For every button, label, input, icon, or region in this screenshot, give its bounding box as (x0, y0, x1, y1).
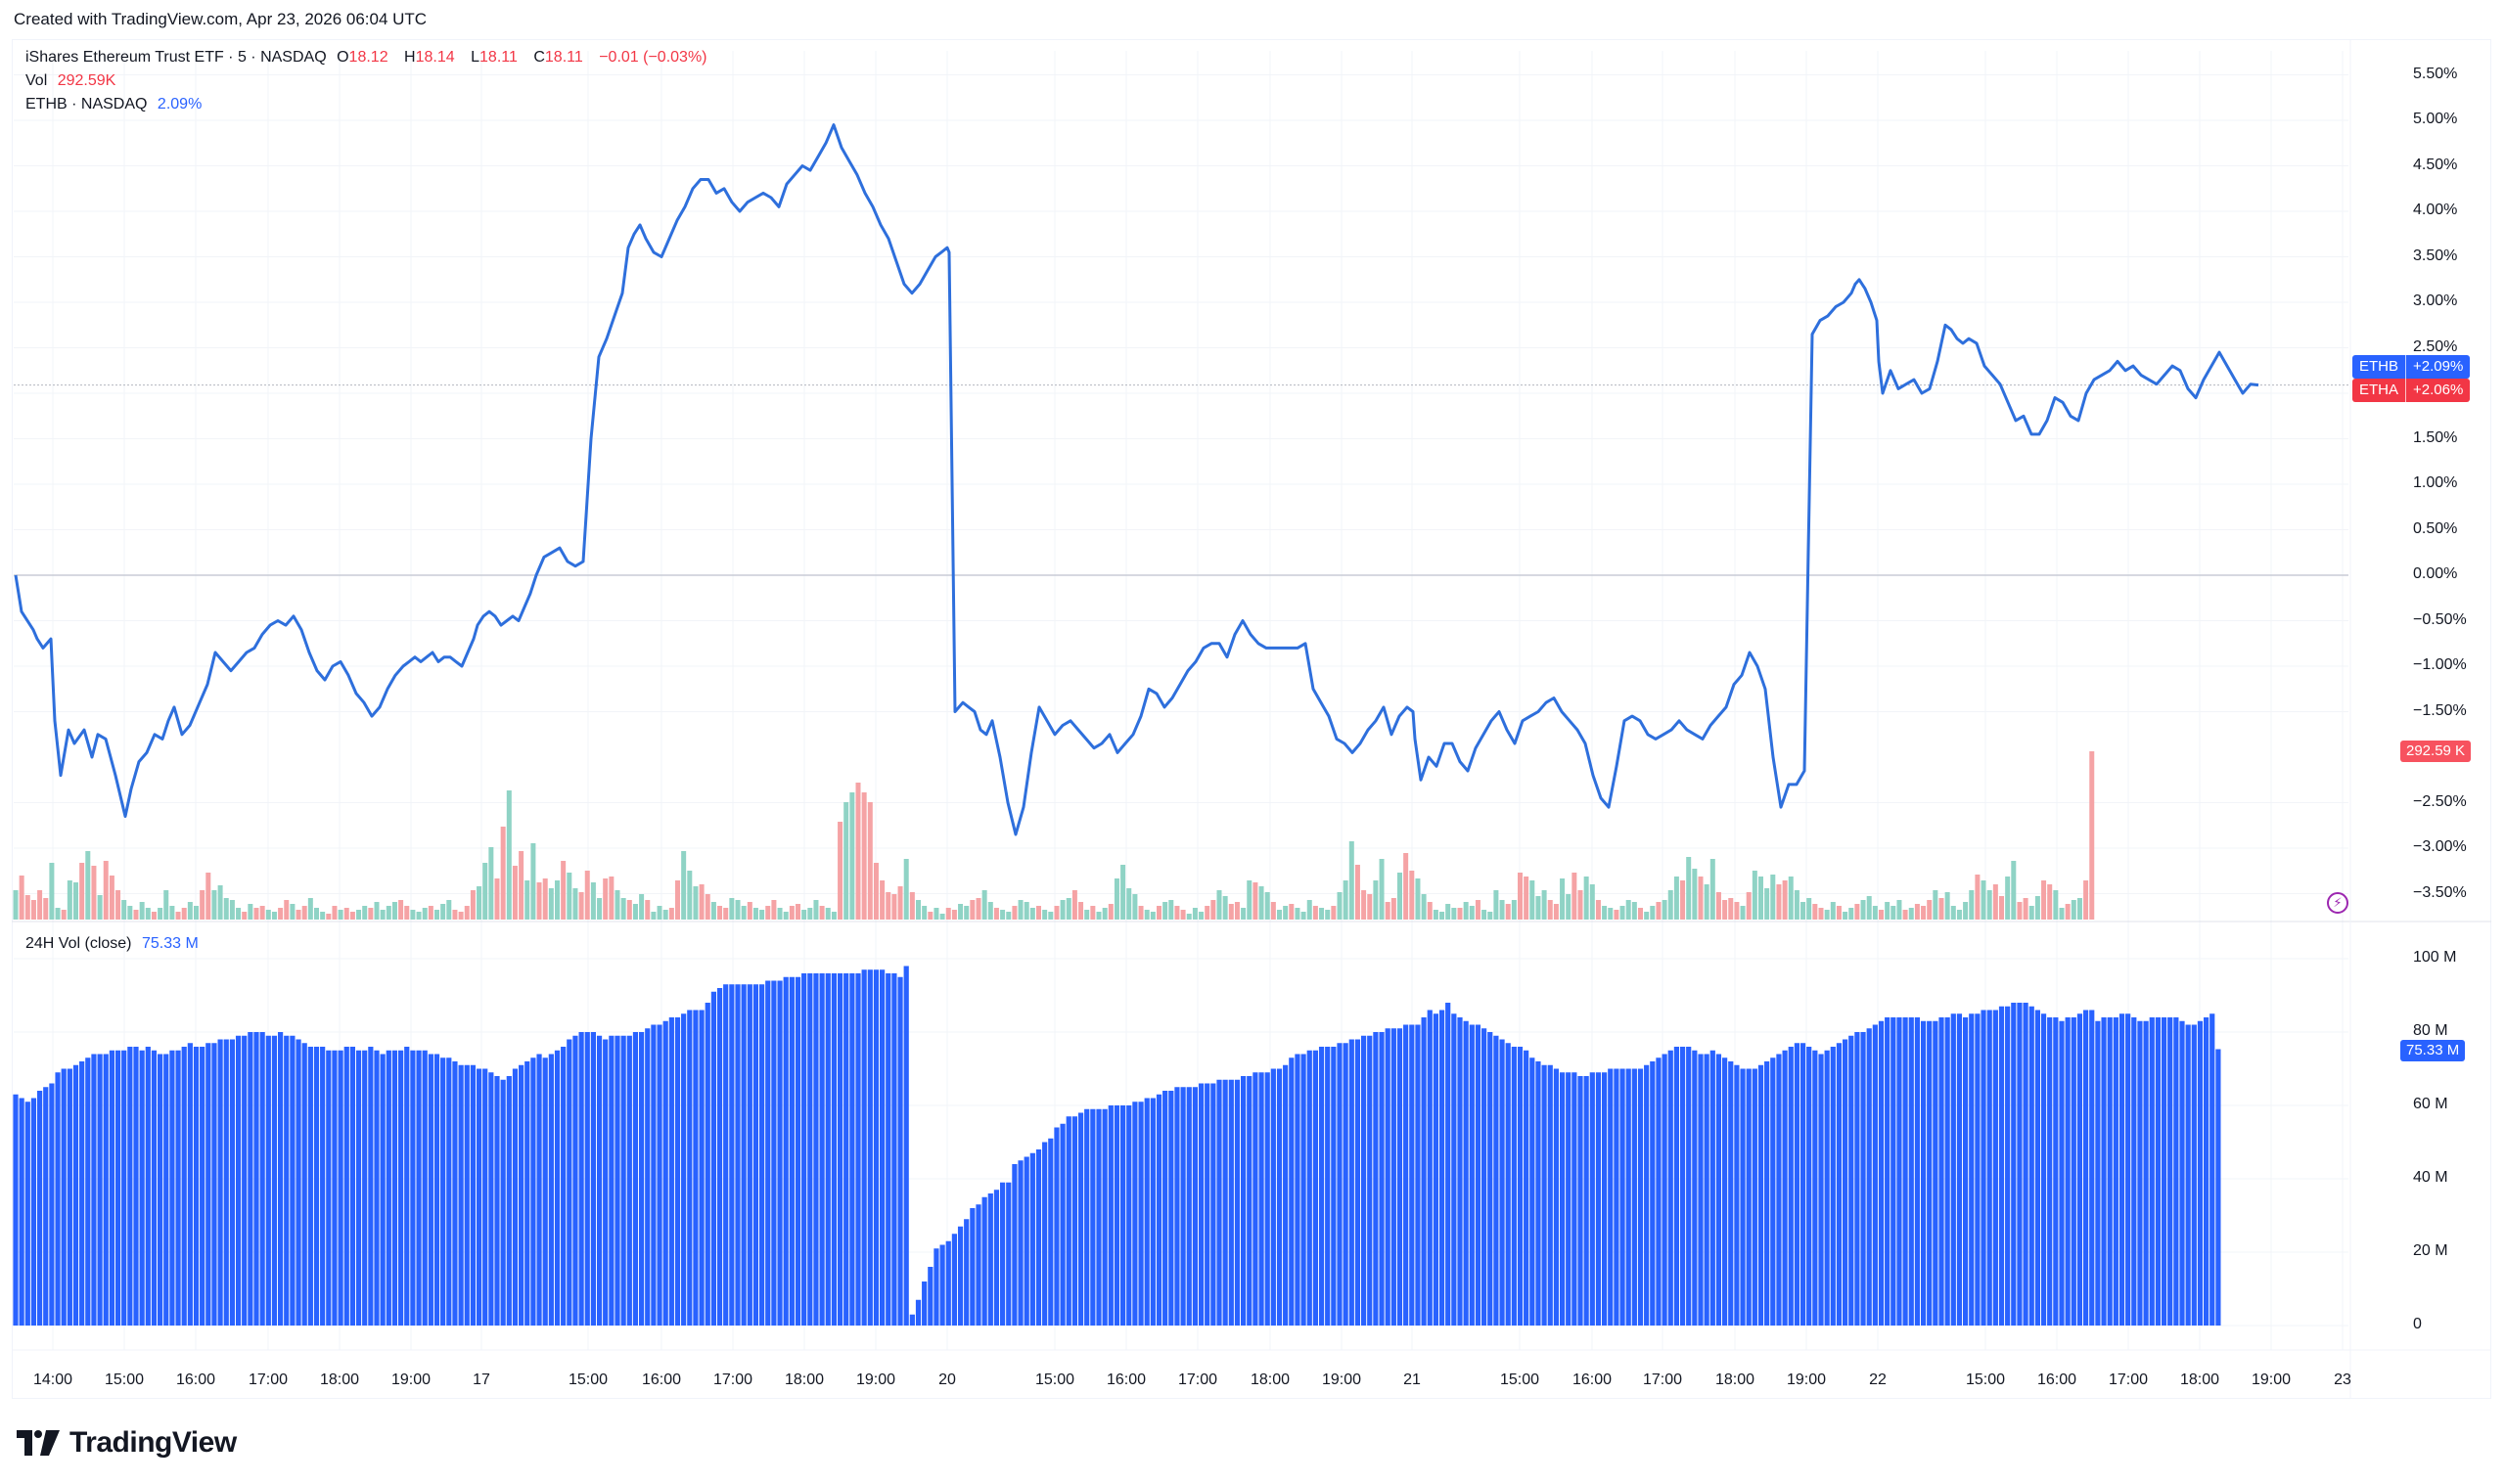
lower-pane-legend: 24H Vol (close) 75.33 M (25, 935, 205, 953)
volume-value: 292.59K (57, 72, 116, 89)
time-axis-tick: 18:00 (784, 1372, 825, 1388)
tradingview-logo-icon (17, 1430, 60, 1456)
price-axis-tick: −2.50% (2413, 792, 2467, 810)
time-axis-tick: 20 (938, 1372, 956, 1388)
indicator-label[interactable]: 24H Vol (close) (25, 935, 132, 952)
time-axis-tick: 16:00 (2036, 1372, 2077, 1388)
close-label: C (533, 49, 545, 66)
symbol-title[interactable]: iShares Ethereum Trust ETF · 5 · NASDAQ (25, 49, 327, 66)
price-axis-tick: −3.50% (2413, 883, 2467, 901)
volume-label[interactable]: Vol (25, 72, 48, 89)
time-axis-tick: 19:00 (1321, 1372, 1362, 1388)
time-axis-tick: 23 (2334, 1372, 2351, 1388)
compare-legend: ETHB · NASDAQ 2.09% (25, 96, 207, 113)
time-axis-tick: 16:00 (1571, 1372, 1613, 1388)
time-axis-tick: 17:00 (1177, 1372, 1218, 1388)
time-axis-tick: 16:00 (1106, 1372, 1147, 1388)
time-axis-tick: 17:00 (1642, 1372, 1683, 1388)
price-axis-tick: 4.00% (2413, 202, 2458, 218)
price-axis-tick: 4.50% (2413, 156, 2458, 173)
compare-symbol-label[interactable]: ETHB · NASDAQ (25, 96, 148, 112)
compare-value: 2.09% (157, 96, 203, 112)
price-axis-tick: 0.50% (2413, 519, 2458, 537)
created-with-caption: Created with TradingView.com, Apr 23, 20… (14, 10, 428, 28)
high-label: H (404, 49, 416, 66)
lower-axis-tick: 0 (2413, 1316, 2422, 1332)
price-axis-tick: 5.00% (2413, 111, 2458, 127)
ethb-tag-value: +2.09% (2413, 358, 2464, 375)
low-value: 18.11 (479, 49, 518, 66)
price-axis-tick: 5.50% (2413, 65, 2458, 82)
lightning-icon[interactable]: ⚡ (2327, 892, 2348, 914)
lower-axis-tick: 60 M (2413, 1096, 2448, 1112)
time-axis-tick: 16:00 (175, 1372, 216, 1388)
price-axis-tick: −0.50% (2413, 610, 2467, 628)
open-label: O (337, 49, 349, 66)
ethb-price-tag: ETHB +2.09% (2352, 355, 2471, 379)
time-axis-tick: 21 (1403, 1372, 1421, 1388)
low-label: L (471, 49, 480, 66)
lower-axis-tick: 80 M (2413, 1022, 2448, 1039)
volume-legend: Vol 292.59K (25, 72, 121, 90)
etha-tag-value: +2.06% (2413, 382, 2464, 398)
time-axis-tick: 18:00 (1250, 1372, 1291, 1388)
time-axis-tick: 17:00 (2108, 1372, 2149, 1388)
time-axis-tick: 17:00 (712, 1372, 753, 1388)
vol24-tag: 75.33 M (2400, 1040, 2466, 1061)
time-axis-tick: 16:00 (641, 1372, 682, 1388)
time-axis-tick: 17:00 (248, 1372, 289, 1388)
etha-price-tag: ETHA +2.06% (2352, 379, 2471, 402)
chart-frame (12, 39, 2491, 1399)
indicator-value: 75.33 M (141, 935, 199, 952)
price-axis-tick: −3.00% (2413, 838, 2467, 855)
time-axis-tick: 15:00 (568, 1372, 609, 1388)
time-axis-tick: 18:00 (1714, 1372, 1755, 1388)
lower-axis-tick: 40 M (2413, 1169, 2448, 1186)
tradingview-wordmark: TradingView (69, 1426, 237, 1459)
time-axis-tick: 17 (473, 1372, 490, 1388)
time-axis-tick: 18:00 (319, 1372, 360, 1388)
price-axis-tick: 2.50% (2413, 337, 2458, 355)
time-axis-tick: 15:00 (1034, 1372, 1075, 1388)
main-series-legend: iShares Ethereum Trust ETF · 5 · NASDAQ … (25, 49, 713, 67)
open-value: 18.12 (348, 49, 388, 66)
change-value: −0.01 (−0.03%) (599, 49, 707, 66)
time-axis-tick: 15:00 (1499, 1372, 1540, 1388)
time-axis-tick: 19:00 (1786, 1372, 1827, 1388)
lower-axis-tick: 20 M (2413, 1242, 2448, 1259)
high-value: 18.14 (415, 49, 455, 66)
time-axis-tick: 14:00 (32, 1372, 73, 1388)
close-value: 18.11 (544, 49, 583, 66)
price-axis-tick: 0.00% (2413, 565, 2458, 582)
etha-tag-symbol: ETHA (2352, 379, 2407, 402)
price-axis-tick: 1.00% (2413, 474, 2458, 491)
ethb-tag-symbol: ETHB (2352, 355, 2407, 379)
time-axis-tick: 19:00 (2251, 1372, 2292, 1388)
price-axis-tick: −1.50% (2413, 701, 2467, 719)
time-axis-tick: 19:00 (390, 1372, 432, 1388)
price-axis-tick: 1.50% (2413, 428, 2458, 446)
time-axis-tick: 19:00 (855, 1372, 896, 1388)
price-axis-tick: −1.00% (2413, 656, 2467, 673)
tradingview-logo[interactable]: TradingView (17, 1426, 237, 1460)
time-axis-tick: 18:00 (2179, 1372, 2220, 1388)
price-axis-tick: 3.00% (2413, 292, 2458, 309)
time-axis-tick: 22 (1869, 1372, 1887, 1388)
time-axis-tick: 15:00 (1965, 1372, 2006, 1388)
lower-axis-tick: 100 M (2413, 949, 2457, 966)
time-axis-tick: 15:00 (104, 1372, 145, 1388)
volume-tag: 292.59 K (2400, 741, 2472, 762)
price-axis-tick: 3.50% (2413, 247, 2458, 264)
